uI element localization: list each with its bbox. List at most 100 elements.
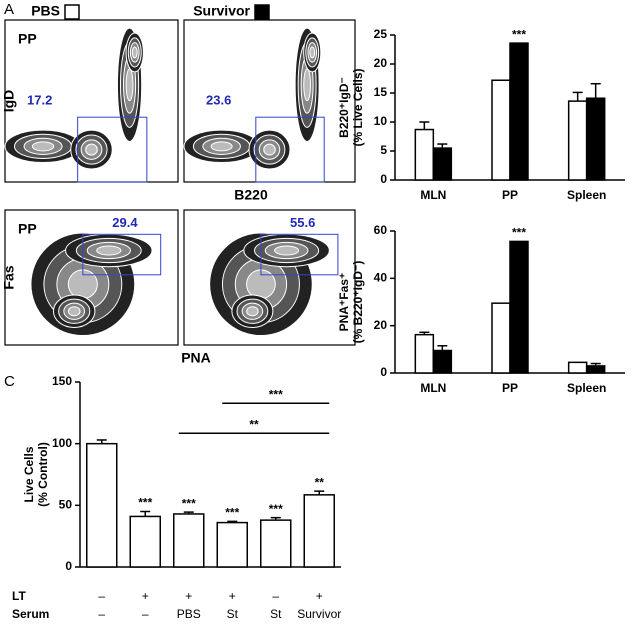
contour [303, 68, 311, 102]
y-tick-label: 20 [374, 318, 388, 332]
y-tick-label: 5 [380, 143, 387, 157]
y-axis-label: (% Live Cells) [351, 68, 365, 146]
contour [274, 245, 300, 256]
error-bar [590, 362, 601, 366]
significance: *** [269, 502, 283, 516]
legend-label: PBS [31, 3, 60, 19]
density-plot [183, 209, 356, 346]
bar [216, 521, 248, 568]
bar [585, 365, 606, 374]
significance: *** [512, 226, 526, 240]
error-bar [419, 121, 430, 130]
bar [509, 240, 529, 374]
contour [263, 143, 276, 156]
error-bar [183, 511, 194, 514]
error-bar [227, 520, 238, 523]
x-tick-label: PP [502, 381, 518, 395]
y-tick-label: 0 [65, 559, 72, 573]
bracket-label: ** [249, 417, 259, 431]
row-value: Survivor [297, 607, 341, 621]
y-tick-label: 10 [374, 114, 388, 128]
error-bar [437, 143, 448, 149]
gate-percent: 29.4 [112, 215, 138, 230]
y-tick-label: 50 [59, 498, 73, 512]
gate [260, 233, 339, 276]
gate [255, 116, 325, 183]
row-value: St [227, 607, 239, 621]
x-tick-label: MLN [420, 381, 446, 395]
row-value: – [98, 589, 105, 603]
bar [509, 42, 529, 181]
contour [131, 46, 138, 59]
y-tick-label: 15 [374, 85, 388, 99]
flow-x-label: B220 [234, 187, 268, 203]
significance: *** [182, 496, 196, 510]
row-value: + [229, 589, 236, 603]
row-label: LT [12, 589, 26, 603]
bar [567, 361, 588, 374]
bar [491, 302, 511, 374]
significance: *** [138, 496, 152, 510]
y-tick-label: 60 [374, 223, 388, 237]
density-plot [4, 19, 179, 183]
row-value: + [316, 589, 323, 603]
bracket-label: *** [269, 387, 283, 401]
flow-y-label: Fas [1, 265, 17, 289]
y-axis-label: B220⁺IgD⁻ [337, 77, 351, 138]
error-bar [270, 516, 281, 521]
error-bar [437, 345, 448, 351]
error-bar [419, 331, 430, 335]
significance: ** [315, 475, 325, 489]
tissue-label: PP [18, 31, 37, 47]
flow-y-label: IgD [1, 90, 17, 113]
y-axis-label: Live Cells [22, 446, 36, 502]
density-plot [183, 19, 356, 183]
y-tick-label: 40 [374, 271, 388, 285]
error-bar [140, 510, 151, 517]
y-tick-label: 25 [374, 27, 388, 41]
density-plot [4, 209, 179, 346]
row-value: – [142, 607, 149, 621]
y-axis-label: (% Control) [36, 442, 50, 507]
x-tick-label: MLN [420, 188, 446, 202]
bar [414, 128, 435, 181]
row-value: – [272, 589, 279, 603]
bar [585, 97, 606, 181]
flow-x-label: PNA [181, 350, 211, 366]
row-label: Serum [12, 607, 49, 621]
row-value: St [270, 607, 282, 621]
significance: *** [225, 506, 239, 520]
contour [67, 306, 81, 317]
legend-swatch [254, 4, 270, 20]
bar [86, 442, 118, 568]
bar [567, 100, 588, 181]
y-axis-label: PNA⁺Fas⁺ [337, 273, 351, 332]
y-tick-label: 0 [380, 172, 387, 186]
significance: *** [512, 27, 526, 41]
bar [432, 147, 453, 181]
x-tick-label: Spleen [567, 381, 606, 395]
bar [129, 515, 161, 568]
gate [82, 233, 162, 276]
bar [491, 79, 511, 181]
gate-percent: 23.6 [206, 92, 231, 107]
contour [309, 46, 316, 59]
contour [31, 141, 55, 152]
panel-label: C [4, 373, 15, 390]
gate [77, 116, 148, 183]
y-tick-label: 150 [52, 374, 72, 388]
bar [432, 349, 453, 374]
tissue-label: PP [18, 221, 37, 237]
error-bar [590, 82, 601, 99]
x-tick-label: PP [502, 188, 518, 202]
bar [303, 494, 335, 568]
x-tick-label: Spleen [567, 188, 606, 202]
row-value: PBS [177, 607, 201, 621]
y-tick-label: 100 [52, 436, 72, 450]
contour [96, 245, 122, 256]
error-bar [572, 91, 583, 102]
contour [210, 141, 233, 152]
contour [85, 143, 98, 156]
row-value: + [142, 589, 149, 603]
